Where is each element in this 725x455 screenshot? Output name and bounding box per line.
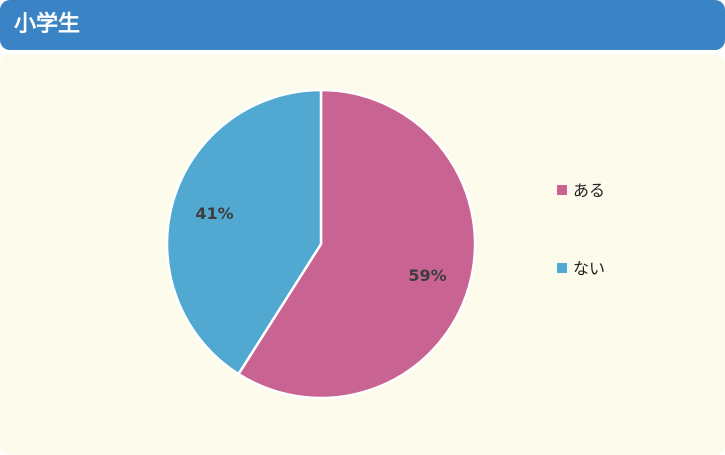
legend-label-1: ある	[573, 181, 605, 200]
slice-label-1: 59%	[408, 266, 446, 285]
legend-swatch-2	[557, 263, 567, 273]
legend-swatch-1	[557, 185, 567, 195]
legend-label-2: ない	[573, 259, 605, 278]
pie-slices	[165, 88, 477, 400]
slice-label-2: 41%	[195, 204, 233, 223]
page-title: 小学生	[14, 12, 81, 37]
pie-slice-labels: 59% 41%	[195, 204, 446, 285]
pie-slice-1	[236, 88, 477, 400]
pie-slice-2	[165, 88, 323, 376]
header-bar: 小学生	[0, 0, 725, 50]
